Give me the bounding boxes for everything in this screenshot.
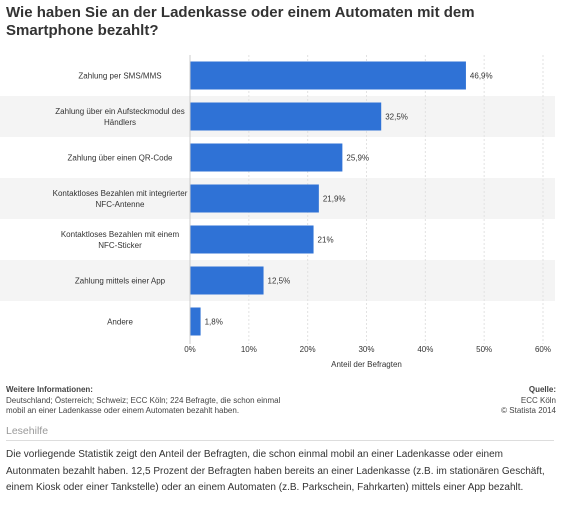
category-label: Zahlung über einen QR-Code	[68, 154, 174, 163]
value-label: 12,5%	[268, 277, 291, 286]
category-label: Zahlung über ein Aufsteckmodul des	[55, 107, 184, 116]
bar	[190, 102, 382, 131]
bar	[190, 266, 264, 295]
x-tick-label: 0%	[184, 345, 196, 354]
bar	[190, 225, 314, 254]
x-tick-label: 30%	[358, 345, 374, 354]
category-label: Zahlung per SMS/MMS	[78, 72, 161, 81]
bar	[190, 184, 319, 213]
source-heading: Quelle:	[528, 385, 556, 394]
category-label: Händlers	[104, 118, 136, 127]
category-label: Andere	[107, 318, 133, 327]
category-label: Kontaktloses Bezahlen mit einem	[61, 230, 180, 239]
value-label: 25,9%	[346, 154, 369, 163]
further-info-heading: Weitere Informationen:	[6, 385, 93, 394]
x-tick-label: 60%	[535, 345, 551, 354]
source-line1: ECC Köln	[520, 395, 556, 405]
source-line2: © Statista 2014	[501, 406, 556, 415]
value-label: 21%	[318, 236, 334, 245]
category-label: Zahlung mittels einer App	[75, 277, 166, 286]
category-label: NFC-Sticker	[98, 241, 142, 250]
x-tick-label: 50%	[476, 345, 492, 354]
chart-title: Wie haben Sie an der Ladenkasse oder ein…	[6, 4, 475, 39]
value-label: 32,5%	[385, 113, 408, 122]
bar	[190, 61, 466, 90]
description-text: Die vorliegende Statistik zeigt den Ante…	[6, 449, 545, 493]
x-tick-label: 40%	[417, 345, 433, 354]
x-tick-label: 20%	[300, 345, 316, 354]
bar-chart: 46,9% Zahlung per SMS/MMS 32,5% Zahlung übe…	[0, 55, 555, 369]
bar	[190, 307, 201, 336]
further-info-line2: mobil an einer Ladenkasse oder einem Aut…	[6, 406, 240, 415]
category-label: Kontaktloses Bezahlen mit integrierter	[53, 189, 188, 198]
further-info: Weitere Informationen: Deutschland; Öste…	[6, 385, 296, 417]
value-label: 1,8%	[205, 318, 223, 327]
lesehilfe-heading: Lesehilfe	[6, 425, 554, 441]
row-band	[0, 260, 555, 301]
source-info: Quelle: ECC Köln © Statista 2014	[501, 385, 556, 417]
x-axis-title: Anteil der Befragten	[331, 360, 402, 369]
x-tick-label: 10%	[241, 345, 257, 354]
category-label: NFC-Antenne	[96, 200, 145, 209]
bar	[190, 143, 343, 172]
value-label: 46,9%	[470, 72, 493, 81]
further-info-line1: Deutschland; Österreich; Schweiz; ECC Kö…	[6, 395, 281, 405]
value-label: 21,9%	[323, 195, 346, 204]
